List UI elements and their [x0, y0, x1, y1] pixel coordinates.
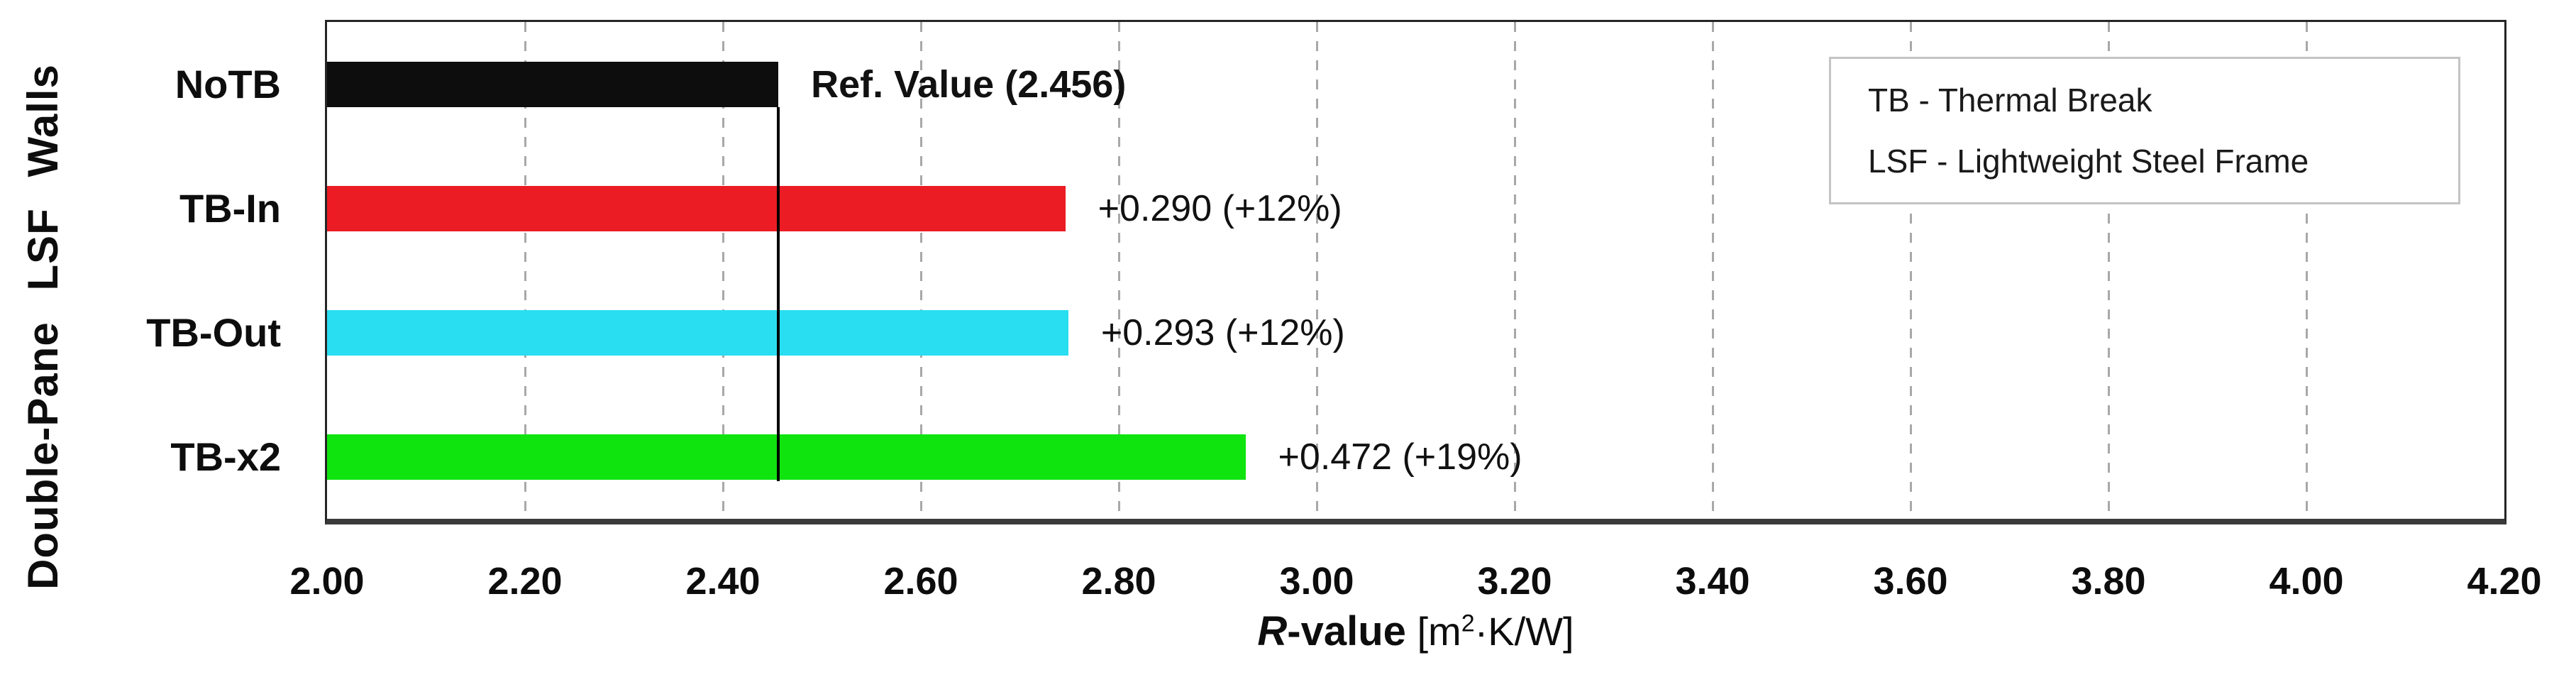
x-axis-title-unit-open: [m	[1405, 609, 1461, 654]
bar-TB-Out	[327, 309, 1068, 356]
x-axis-title-symbol: R	[1257, 608, 1288, 654]
gridline-2.80	[1117, 22, 1120, 519]
x-tick-2.40: 2.40	[685, 560, 761, 603]
category-labels: NoTB TB-In TB-Out TB-x2	[0, 22, 298, 519]
legend-box: TB - Thermal Break LSF - Lightweight Ste…	[1829, 57, 2460, 204]
x-tick-4.20: 4.20	[2467, 560, 2542, 603]
gridline-3.20	[1513, 22, 1516, 519]
bar-value-label-TB-In: +0.290 (+12%)	[1098, 187, 1342, 229]
gridline-4.00	[2305, 22, 2308, 519]
gridline-3.80	[2107, 22, 2110, 519]
bar-NoTB	[327, 61, 779, 107]
gridline-3.00	[1315, 22, 1318, 519]
legend-entry-tb: TB - Thermal Break	[1868, 82, 2152, 119]
bar-value-label-TB-Out: +0.293 (+12%)	[1100, 312, 1345, 353]
bar-TB-In	[327, 185, 1066, 231]
x-tick-3.40: 3.40	[1675, 560, 1750, 603]
bar-value-label-NoTB: Ref. Value (2.456)	[811, 62, 1127, 106]
category-label-NoTB: NoTB	[175, 62, 281, 106]
x-axis-title: R-value [m2·K/W]	[325, 608, 2506, 655]
x-tick-2.80: 2.80	[1081, 560, 1156, 603]
x-axis-title-suffix: -value	[1287, 608, 1406, 654]
x-tick-3.80: 3.80	[2071, 560, 2146, 603]
x-tick-3.20: 3.20	[1477, 560, 1552, 603]
gridline-3.40	[1711, 22, 1714, 519]
gridline-3.60	[1909, 22, 1912, 519]
category-label-TB-x2: TB-x2	[170, 434, 281, 479]
x-tick-3.00: 3.00	[1279, 560, 1354, 603]
category-label-TB-In: TB-In	[179, 186, 281, 231]
category-label-TB-Out: TB-Out	[146, 310, 281, 355]
gridline-2.40	[722, 22, 724, 519]
reference-line	[777, 106, 780, 481]
bar-TB-x2	[327, 434, 1246, 480]
gridline-2.20	[524, 22, 526, 519]
x-tick-4.00: 4.00	[2269, 560, 2344, 603]
x-axis-title-unit-sup: 2	[1461, 610, 1475, 637]
x-tick-2.60: 2.60	[883, 560, 958, 603]
x-tick-2.20: 2.20	[487, 560, 563, 603]
x-tick-2.00: 2.00	[289, 560, 365, 603]
x-axis-title-unit: 2·K/W]	[1461, 609, 1574, 654]
gridline-2.60	[919, 22, 922, 519]
bar-value-label-TB-x2: +0.472 (+19%)	[1278, 436, 1522, 478]
legend-entry-lsf: LSF - Lightweight Steel Frame	[1868, 143, 2309, 180]
x-tick-3.60: 3.60	[1873, 560, 1948, 603]
x-axis-title-unit-close: ·K/W]	[1474, 609, 1574, 654]
